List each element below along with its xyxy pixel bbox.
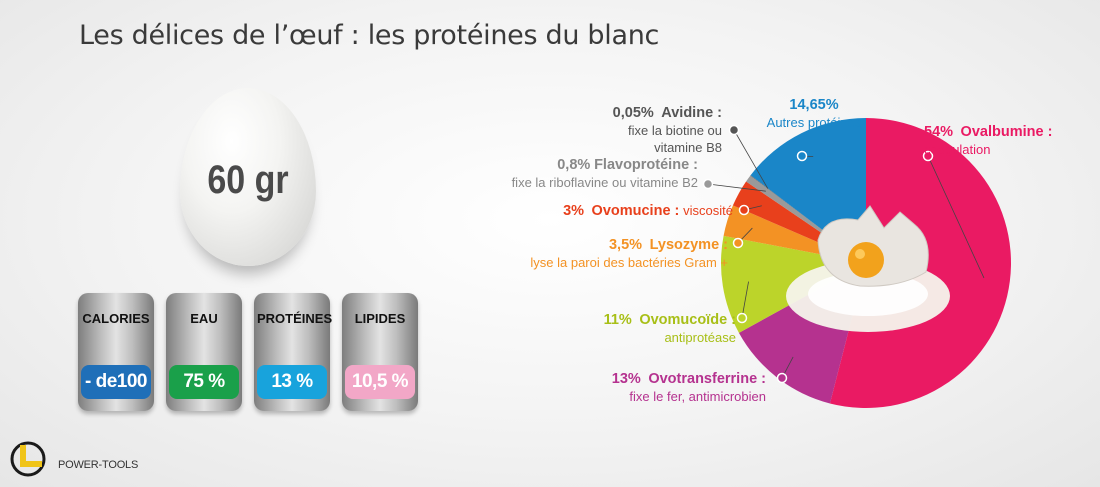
slice-name: Ovomucine : bbox=[591, 203, 680, 219]
leader-dot bbox=[776, 372, 788, 384]
slice-percent: 54% bbox=[924, 124, 954, 140]
nutrition-value: 13 % bbox=[257, 365, 327, 399]
label-ovomucine: 3% Ovomucine : viscosité bbox=[500, 202, 733, 220]
slice-name: Avidine : bbox=[661, 105, 722, 121]
egg-weight-label: 60 gr bbox=[207, 158, 289, 202]
slice-desc: viscosité bbox=[683, 203, 733, 218]
page-title: Les délices de l’œuf : les protéines du … bbox=[79, 20, 660, 51]
leader-line bbox=[743, 205, 762, 211]
label-autres: 14,65% Autres protéines bbox=[760, 96, 868, 131]
label-flavoproteine: 0,8% Flavoprotéine : fixe la riboflavine… bbox=[498, 156, 698, 191]
leader-line bbox=[737, 227, 753, 244]
slice-desc: fixe le fer, antimicrobien bbox=[629, 389, 766, 404]
slice-desc: Autres protéines bbox=[766, 115, 862, 130]
pie-slice bbox=[732, 181, 866, 263]
slice-percent: 14,65% bbox=[789, 97, 839, 113]
slice-name: Lysozyme : bbox=[649, 237, 728, 253]
leader-dot bbox=[796, 150, 808, 162]
pie-slice bbox=[750, 118, 866, 263]
leader-dot bbox=[702, 178, 714, 190]
nutrition-card-calories: CALORIES - de100 bbox=[78, 293, 154, 411]
leader-line bbox=[733, 129, 769, 189]
pie-slice bbox=[750, 175, 866, 263]
slice-name: Ovotransferrine : bbox=[648, 371, 766, 387]
label-ovalbumine: 54% Ovalbumine : coagulation bbox=[924, 123, 1084, 158]
leader-dot bbox=[738, 204, 750, 216]
slice-desc: lyse la paroi des bactéries Gram + bbox=[530, 255, 728, 270]
nutrition-card-eau: EAU 75 % bbox=[166, 293, 242, 411]
logo-icon bbox=[10, 441, 46, 477]
leader-line bbox=[741, 281, 749, 319]
cracked-egg-icon bbox=[786, 205, 950, 332]
leader-dot bbox=[736, 312, 748, 324]
leader-dot bbox=[732, 237, 744, 249]
nutrition-value: 10,5 % bbox=[345, 365, 415, 399]
nutrition-name: CALORIES bbox=[82, 311, 150, 326]
nutrition-card-lipides: LIPIDES 10,5 % bbox=[342, 293, 418, 411]
slice-desc: coagulation bbox=[924, 142, 991, 157]
slice-desc: fixe la riboflavine ou vitamine B2 bbox=[511, 175, 698, 190]
egg-icon bbox=[180, 88, 316, 266]
nutrition-name: EAU bbox=[190, 311, 218, 326]
nutrition-card-proteines: PROTÉINES 13 % bbox=[254, 293, 333, 411]
nutrition-name: LIPIDES bbox=[354, 311, 406, 326]
label-avidine: 0,05% Avidine : fixe la biotine ou vitam… bbox=[600, 104, 722, 156]
pie-slice bbox=[723, 205, 866, 263]
logo-text: POWER-TOOLS bbox=[58, 459, 139, 471]
slice-name: Ovalbumine : bbox=[960, 124, 1053, 140]
pie-slice bbox=[746, 175, 866, 263]
nutrition-value: - de100 bbox=[81, 365, 151, 399]
pie-slice bbox=[829, 118, 1012, 408]
slice-percent: 3% bbox=[563, 203, 585, 219]
slice-desc: fixe la biotine ou vitamine B8 bbox=[628, 123, 722, 155]
slice-name: Flavoprotéine : bbox=[594, 157, 698, 173]
label-lysozyme: 3,5% Lysozyme : lyse la paroi des bactér… bbox=[522, 236, 728, 271]
nutrition-value: 75 % bbox=[169, 365, 239, 399]
leader-line bbox=[781, 356, 794, 379]
slice-desc: antiprotéase bbox=[664, 330, 736, 345]
leader-line bbox=[927, 155, 985, 279]
leader-line bbox=[707, 183, 766, 192]
egg-illustration: 60 gr bbox=[180, 88, 316, 268]
label-ovotransferrine: 13% Ovotransferrine : fixe le fer, antim… bbox=[580, 370, 766, 405]
slice-percent: 11% bbox=[603, 312, 632, 328]
nutrition-name: PROTÉINES bbox=[257, 311, 333, 326]
slice-percent: 13% bbox=[611, 371, 641, 387]
slice-name: Ovomucoïde : bbox=[639, 312, 736, 328]
slice-percent: 3,5% bbox=[608, 237, 643, 253]
slice-percent: 0,8% bbox=[557, 157, 591, 173]
label-ovomucoide: 11% Ovomucoïde : antiprotéase bbox=[560, 311, 736, 346]
pie-slice bbox=[721, 235, 866, 333]
leader-dot bbox=[728, 124, 740, 136]
power-tools-logo: POWER-TOOLS bbox=[10, 437, 160, 477]
slice-percent: 0,05% bbox=[612, 105, 654, 121]
